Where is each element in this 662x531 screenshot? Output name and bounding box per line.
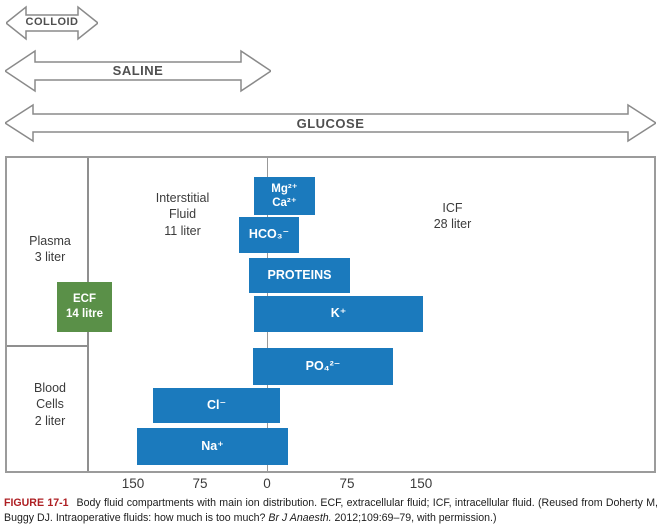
plasma-bloodcells-divider <box>7 345 88 347</box>
axis-tick-150-left: 150 <box>121 476 145 491</box>
double-arrow-icon <box>5 49 271 93</box>
bar-phosphate: PO₄²⁻ <box>253 348 393 385</box>
saline-arrow-label: SALINE <box>112 63 164 78</box>
blood-cells-label: Blood Cells 2 liter <box>34 381 66 428</box>
bar-sodium: Na⁺ <box>137 428 288 465</box>
axis-tick-0: 0 <box>263 476 271 491</box>
bar-label: Cl⁻ <box>206 397 227 412</box>
ecf-volume-box: ECF 14 litre <box>57 282 112 332</box>
bar-magnesium-calcium: Mg²⁺ Ca²⁺ <box>254 177 315 215</box>
figure-number-label: FIGURE 17-1 <box>4 497 69 509</box>
bar-label: Mg²⁺ Ca²⁺ <box>271 182 298 209</box>
double-arrow-icon <box>5 103 656 143</box>
glucose-arrow: GLUCOSE <box>5 103 656 143</box>
glucose-arrow-label: GLUCOSE <box>296 116 365 131</box>
figure-caption: FIGURE 17-1 Body fluid compartments with … <box>4 496 658 526</box>
interstitial-fluid-label: Interstitial Fluid 11 liter <box>155 191 210 238</box>
colloid-arrow: COLLOID <box>6 4 98 42</box>
bar-label: Na⁺ <box>201 438 224 453</box>
axis-tick-75-left: 75 <box>192 476 208 491</box>
saline-arrow: SALINE <box>5 49 271 93</box>
caption-journal-name: Br J Anaesth. <box>268 512 332 525</box>
ecf-volume-label: ECF 14 litre <box>65 293 104 320</box>
caption-text-2: 2012;109:69–79, with permission.) <box>331 512 497 525</box>
bar-label: K⁺ <box>330 306 347 321</box>
bar-bicarbonate: HCO₃⁻ <box>239 217 299 253</box>
bar-label: PO₄²⁻ <box>305 358 341 373</box>
bar-label: PROTEINS <box>267 267 332 282</box>
bar-potassium: K⁺ <box>254 296 423 332</box>
bar-label: HCO₃⁻ <box>248 227 290 242</box>
bar-chloride: Cl⁻ <box>153 388 280 423</box>
colloid-arrow-label: COLLOID <box>25 16 79 28</box>
axis-tick-150-right: 150 <box>409 476 433 491</box>
bar-proteins: PROTEINS <box>249 258 350 293</box>
fluid-compartments-chart: Plasma 3 liter Interstitial Fluid 11 lit… <box>5 156 656 473</box>
double-arrow-icon <box>6 5 98 41</box>
caption-text-1: Body fluid compartments with main ion di… <box>4 497 658 525</box>
axis-tick-75-right: 75 <box>339 476 355 491</box>
icf-label: ICF 28 liter <box>433 201 472 232</box>
plasma-label: Plasma 3 liter <box>29 234 71 265</box>
